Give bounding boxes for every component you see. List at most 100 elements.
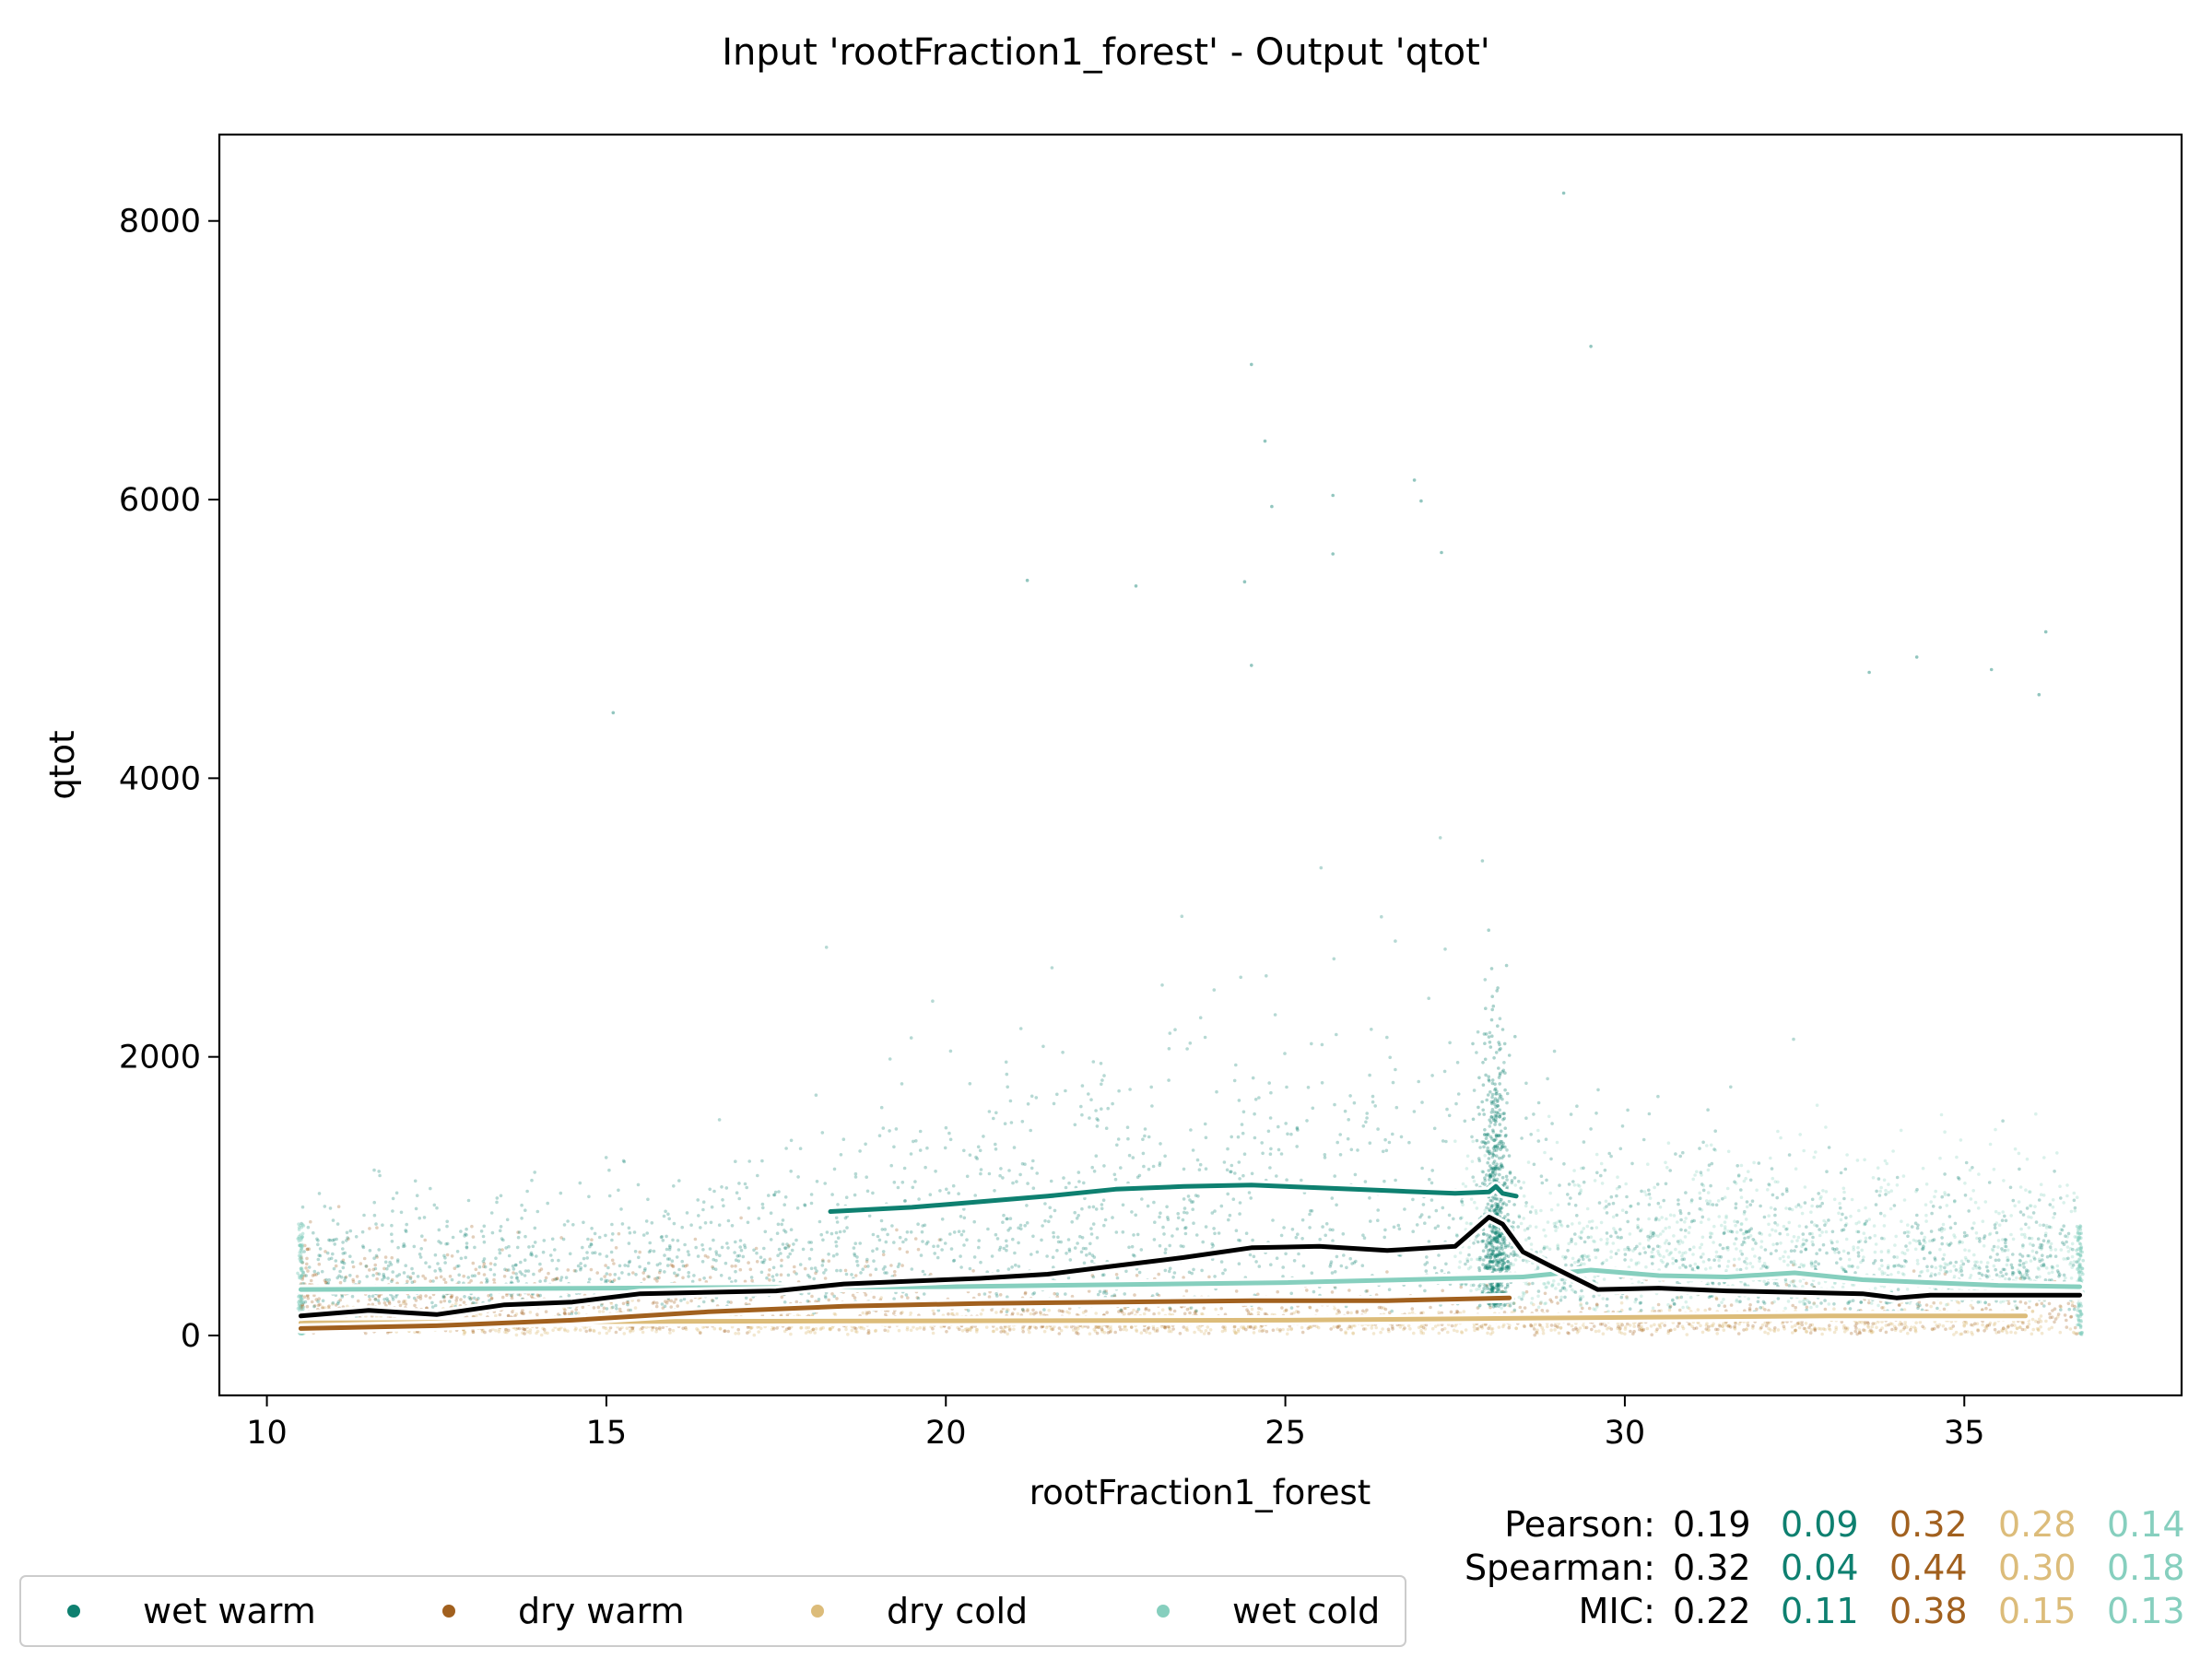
scatter-point xyxy=(2018,1185,2023,1189)
scatter-point xyxy=(601,1310,606,1313)
scatter-point xyxy=(868,1273,873,1277)
scatter-point xyxy=(627,1272,631,1277)
scatter-point xyxy=(1278,1329,1282,1334)
scatter-point xyxy=(760,1202,765,1206)
scatter-point xyxy=(312,1304,317,1308)
scatter-point xyxy=(1680,1254,1684,1258)
scatter-point xyxy=(2062,1201,2065,1205)
scatter-point xyxy=(482,1240,487,1244)
scatter-point xyxy=(1280,1306,1284,1310)
scatter-point xyxy=(1204,1225,1208,1229)
scatter-point xyxy=(1677,1296,1681,1300)
scatter-point xyxy=(1593,1179,1597,1182)
scatter-point xyxy=(563,1308,567,1312)
scatter-point xyxy=(1987,1302,1991,1307)
scatter-point xyxy=(1874,1242,1878,1246)
scatter-point xyxy=(316,1257,321,1262)
scatter-point xyxy=(1786,1263,1790,1267)
scatter-point xyxy=(1252,1326,1256,1331)
scatter-point xyxy=(1800,1323,1804,1327)
scatter-point xyxy=(1929,1304,1933,1309)
scatter-point xyxy=(1153,1329,1158,1333)
scatter-point xyxy=(811,1327,816,1332)
scatter-point xyxy=(599,1277,604,1281)
scatter-point xyxy=(1486,1331,1489,1335)
scatter-point xyxy=(1920,1269,1924,1274)
scatter-point xyxy=(1262,1328,1265,1333)
scatter-point xyxy=(1477,1324,1482,1329)
scatter-point xyxy=(650,1328,654,1332)
scatter-point xyxy=(603,1275,606,1278)
scatter-point xyxy=(1917,1300,1922,1304)
scatter-point xyxy=(1733,1325,1736,1330)
scatter-point xyxy=(2036,1327,2041,1332)
scatter-point xyxy=(1057,1309,1062,1312)
scatter-point xyxy=(1782,1224,1786,1229)
scatter-point xyxy=(1875,1325,1878,1330)
scatter-point xyxy=(2065,1194,2069,1198)
scatter-point xyxy=(1310,1324,1313,1329)
scatter-point xyxy=(351,1279,356,1284)
scatter-point xyxy=(1564,1255,1568,1259)
scatter-point xyxy=(889,1264,893,1267)
scatter-point xyxy=(1347,1324,1352,1329)
scatter-point xyxy=(1335,1312,1339,1316)
scatter-point xyxy=(877,1238,882,1242)
scatter-point xyxy=(1640,1294,1643,1299)
scatter-point xyxy=(750,1325,754,1330)
scatter-point xyxy=(698,1277,702,1282)
scatter-point xyxy=(574,1326,578,1331)
scatter-point xyxy=(592,1329,596,1333)
scatter-point xyxy=(1771,1228,1774,1232)
scatter-point xyxy=(1924,1203,1928,1206)
scatter-point xyxy=(1878,1189,1882,1194)
scatter-point xyxy=(1183,1231,1188,1236)
scatter-point xyxy=(541,1326,545,1331)
scatter-point xyxy=(1055,1092,1059,1097)
scatter-point xyxy=(1722,1328,1726,1332)
scatter-point xyxy=(1184,1288,1189,1293)
scatter-point xyxy=(1004,1060,1008,1065)
scatter-point xyxy=(818,1327,823,1331)
scatter-point xyxy=(1441,1328,1444,1332)
scatter-point xyxy=(1030,1094,1034,1099)
scatter-point xyxy=(538,1279,542,1283)
scatter-point xyxy=(1212,988,1217,992)
scatter-point xyxy=(1257,1265,1262,1268)
scatter-point xyxy=(1912,1269,1916,1273)
scatter-point xyxy=(1278,1328,1282,1332)
scatter-point xyxy=(1171,1327,1175,1331)
scatter-point xyxy=(1084,1309,1088,1313)
scatter-point xyxy=(1804,1327,1807,1331)
scatter-point xyxy=(1385,1035,1389,1040)
scatter-point xyxy=(1803,1298,1806,1302)
scatter-point xyxy=(1727,1324,1731,1328)
scatter-point xyxy=(421,1274,425,1278)
scatter-point xyxy=(776,1222,781,1227)
scatter-point xyxy=(1403,1207,1406,1211)
scatter-point xyxy=(514,1312,519,1316)
scatter-point xyxy=(1991,1249,1995,1253)
scatter-point xyxy=(500,1295,505,1300)
scatter-point xyxy=(1801,1242,1806,1246)
scatter-point xyxy=(547,1271,550,1276)
scatter-point xyxy=(1666,1329,1671,1333)
scatter-point xyxy=(1972,1221,1976,1225)
scatter-point xyxy=(2040,1331,2044,1335)
scatter-point xyxy=(1513,1258,1518,1262)
scatter-point xyxy=(1852,1245,1855,1249)
scatter-point xyxy=(1296,1310,1300,1314)
scatter-point xyxy=(2034,1112,2038,1116)
scatter-point xyxy=(1011,1312,1015,1315)
scatter-point xyxy=(1241,1326,1246,1330)
scatter-point xyxy=(1696,1308,1700,1312)
scatter-point xyxy=(1817,1281,1821,1286)
scatter-point xyxy=(1657,1323,1662,1327)
scatter-point xyxy=(1932,1300,1936,1305)
scatter-point xyxy=(1759,1325,1763,1330)
scatter-point xyxy=(462,1300,466,1304)
scatter-point xyxy=(1901,1174,1906,1178)
scatter-point xyxy=(1903,1252,1907,1255)
scatter-point xyxy=(2001,1210,2005,1214)
scatter-point xyxy=(906,1296,910,1300)
